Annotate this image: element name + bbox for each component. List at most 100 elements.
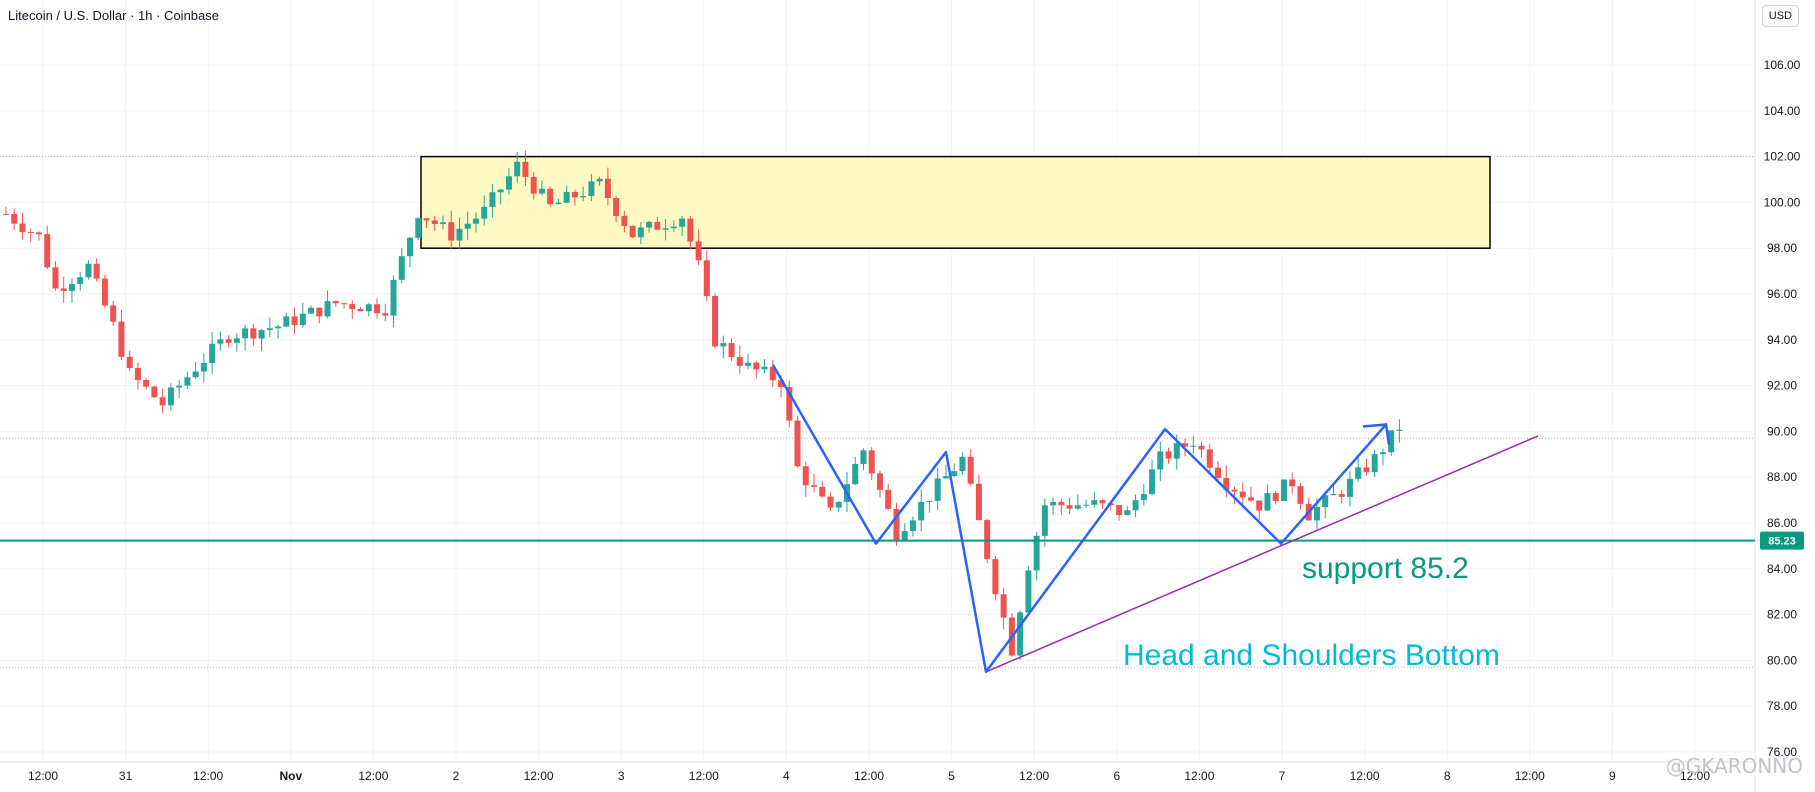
- candle-body: [1050, 501, 1057, 506]
- candle-body: [1000, 594, 1007, 618]
- candle-body: [464, 223, 471, 229]
- candle-body: [514, 161, 521, 177]
- candle-body: [959, 456, 966, 472]
- candle-body: [860, 450, 867, 464]
- time-tick-label: 4: [783, 769, 790, 783]
- candle-body: [547, 188, 554, 205]
- candle-body: [258, 330, 265, 339]
- candle-body: [1058, 501, 1065, 506]
- candle-body: [1190, 445, 1197, 447]
- candle-body: [266, 328, 273, 331]
- candle-body: [1033, 535, 1040, 571]
- candle-body: [357, 309, 364, 312]
- candle-body: [769, 366, 776, 381]
- candle-body: [1215, 467, 1222, 479]
- candle-body: [118, 321, 125, 357]
- candle-body: [1388, 430, 1395, 453]
- candle-body: [967, 456, 974, 484]
- candle-body: [802, 466, 809, 486]
- candle-body: [811, 485, 818, 487]
- candle-body: [868, 450, 875, 474]
- price-tick-label: 84.00: [1767, 562, 1797, 576]
- price-tick-label: 102.00: [1764, 150, 1801, 164]
- pattern-arrow: [1362, 423, 1391, 445]
- candle-body: [143, 379, 150, 387]
- candle-body: [753, 362, 760, 370]
- time-axis: 12:00 31 12:00 Nov 12:00 2 12:00 3 12:00 4 12:00 5 1…: [28, 769, 1710, 783]
- candle-body: [885, 489, 892, 509]
- candle-body: [1198, 445, 1205, 450]
- candle-body: [1099, 500, 1106, 504]
- price-tick-label: 76.00: [1767, 745, 1797, 759]
- pattern-annotation: Head and Shoulders Bottom: [1123, 639, 1500, 672]
- candle-body: [646, 221, 653, 228]
- candle-body: [538, 188, 545, 194]
- candle-body: [662, 228, 669, 230]
- candle-body: [679, 218, 686, 227]
- candle-body: [720, 343, 727, 347]
- candle-body: [324, 301, 331, 317]
- time-tick-label: 3: [618, 769, 625, 783]
- candle-body: [1017, 612, 1024, 656]
- currency-button[interactable]: USD: [1761, 5, 1799, 27]
- candle-body: [497, 189, 504, 193]
- candle-body: [365, 304, 372, 312]
- candle-body: [184, 377, 191, 386]
- time-tick-label: 12:00: [358, 769, 388, 783]
- candle-body: [349, 304, 356, 310]
- candle-body: [819, 486, 826, 497]
- candlesticks: [3, 150, 1403, 660]
- candle-body: [975, 483, 982, 521]
- candle-body: [918, 501, 925, 521]
- candle-body: [382, 313, 389, 316]
- candle-body: [1396, 429, 1403, 431]
- candle-body: [984, 520, 991, 560]
- candle-body: [110, 305, 117, 322]
- time-tick-label: 12:00: [1350, 769, 1380, 783]
- candle-body: [93, 263, 100, 279]
- candle-body: [242, 328, 249, 339]
- candle-body: [489, 192, 496, 207]
- candle-body: [596, 178, 603, 182]
- candle-body: [316, 307, 323, 317]
- candle-body: [522, 161, 529, 177]
- price-tick-label: 78.00: [1767, 699, 1797, 713]
- candle-body: [151, 386, 158, 398]
- candle-body: [1371, 454, 1378, 473]
- candle-body: [456, 228, 463, 241]
- candle-body: [934, 478, 941, 501]
- trend-line: [985, 435, 1539, 673]
- candle-body: [431, 220, 438, 224]
- candle-body: [703, 260, 710, 297]
- candle-body: [415, 218, 422, 238]
- candle-body: [1173, 443, 1180, 459]
- candle-body: [1116, 505, 1123, 516]
- pattern-line: [771, 364, 1391, 674]
- candle-body: [275, 326, 282, 329]
- trend-line-segment: [985, 435, 1539, 673]
- support-annotation: support 85.2: [1302, 552, 1469, 585]
- candle-body: [1256, 500, 1263, 511]
- candle-body: [1231, 489, 1238, 492]
- candle-body: [44, 234, 51, 268]
- candle-body: [555, 202, 562, 205]
- price-tick-label: 94.00: [1767, 333, 1797, 347]
- candle-body: [423, 218, 430, 221]
- candle-body: [308, 307, 315, 314]
- candle-body: [951, 471, 958, 477]
- candle-body: [1272, 493, 1279, 501]
- candle-body: [1091, 500, 1098, 505]
- candle-body: [3, 213, 9, 215]
- candle-body: [852, 463, 859, 485]
- candle-body: [481, 206, 488, 219]
- candle-body: [19, 223, 26, 233]
- candle-body: [1247, 497, 1254, 501]
- candle-body: [35, 232, 42, 235]
- chart-grid: [0, 0, 1756, 792]
- candle-body: [695, 241, 702, 261]
- candle-body: [390, 279, 397, 316]
- candle-body: [283, 316, 290, 327]
- candle-body: [1083, 504, 1090, 506]
- time-tick-label: 12:00: [854, 769, 884, 783]
